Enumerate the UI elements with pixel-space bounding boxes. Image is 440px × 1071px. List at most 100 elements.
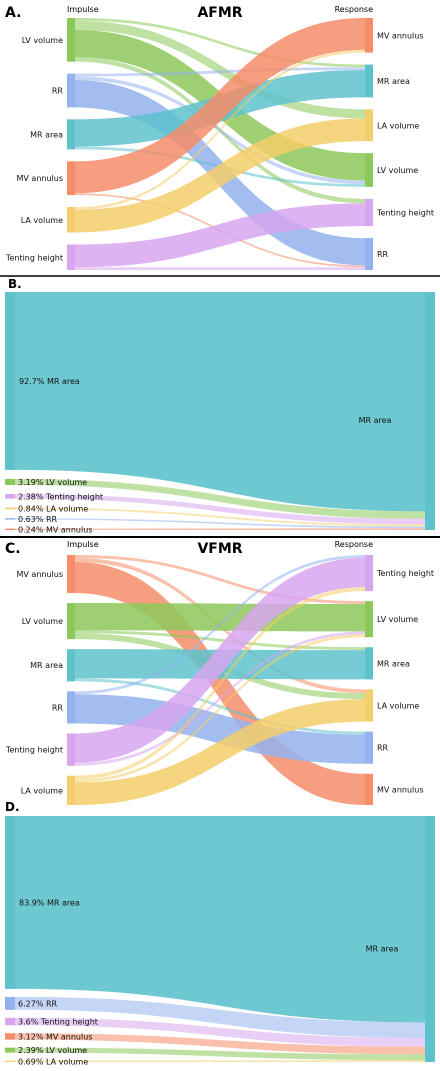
- bar-target-label: MR area: [366, 944, 399, 953]
- bar-link-mv-annulus: [15, 528, 425, 530]
- impulse-node-mr-area: [67, 649, 75, 682]
- impulse-label-la-volume: LA volume: [21, 216, 63, 225]
- panel-a-letter: A.: [5, 5, 21, 21]
- impulse-node-tenting-height: [67, 244, 75, 270]
- response-node-mv-annulus: [365, 18, 373, 53]
- link-lv-volume-to-mr-area: [75, 630, 365, 651]
- impulse-node-mr-area: [67, 119, 75, 150]
- bar-node-rr: [5, 996, 15, 1010]
- panel-d-letter: D.: [5, 800, 20, 814]
- link-rr-to-rr: [75, 694, 365, 764]
- impulse-node-la-volume: [67, 775, 75, 805]
- bar-node-tenting-height: [5, 1017, 15, 1026]
- bar-link-mr-area: [15, 816, 425, 1023]
- link-la-volume-to-lv-volume: [75, 634, 365, 783]
- bar-target-label: MR area: [359, 416, 392, 425]
- bar-label-mr-area: 92.7% MR area: [19, 377, 80, 386]
- bar-link-tenting-height: [15, 494, 425, 525]
- bar-links: [15, 816, 425, 1062]
- response-node-rr: [365, 238, 373, 270]
- bar-label-la-volume: 0.84% LA volume: [18, 504, 88, 513]
- bar-link-mr-area: [15, 292, 425, 512]
- bar-node-mv-annulus: [5, 528, 15, 530]
- panel-c-sankey: C. VFMR Impulse Response MV annulus LV vo…: [5, 540, 434, 805]
- bar-label-mv-annulus: 3.12% MV annulus: [18, 1032, 92, 1041]
- impulse-node-rr: [67, 73, 75, 108]
- bar-link-tenting-height: [15, 1017, 425, 1047]
- response-label-lv-volume: LV volume: [377, 166, 418, 175]
- impulse-label-tenting-height: Tenting height: [5, 746, 63, 755]
- bar-label-mr-area: 83.9% MR area: [19, 898, 80, 907]
- impulse-label-lv-volume: LV volume: [22, 36, 63, 45]
- impulse-label-rr: RR: [52, 87, 64, 96]
- bar-link-la-volume: [15, 507, 425, 527]
- panel-b-bars: B. 92.7% MR area 3.19% LV volume 2.38% Ten…: [5, 277, 435, 534]
- panel-a-title: AFMR: [197, 5, 242, 21]
- link-la-volume-to-mv-annulus: [75, 49, 365, 210]
- panel-a-impulse-header: Impulse: [67, 5, 99, 14]
- impulse-node-mv-annulus: [67, 555, 75, 594]
- response-node-la-volume: [365, 689, 373, 722]
- link-mv-annulus-to-mv-annulus: [75, 18, 365, 194]
- response-node-rr: [365, 731, 373, 764]
- panel-c-title: VFMR: [197, 541, 242, 557]
- link-la-volume-to-la-volume: [75, 699, 365, 805]
- bar-node-mr-area: [5, 292, 15, 470]
- response-node-lv-volume: [365, 601, 373, 638]
- response-node-mr-area: [365, 64, 373, 98]
- bar-node-lv-volume: [5, 478, 15, 486]
- bar-label-rr: 0.63% RR: [18, 515, 58, 524]
- response-label-tenting-height: Tenting height: [376, 209, 434, 218]
- impulse-label-tenting-height: Tenting height: [5, 253, 63, 262]
- response-label-mv-annulus: MV annulus: [377, 785, 424, 794]
- impulse-label-mv-annulus: MV annulus: [17, 570, 64, 579]
- response-label-mr-area: MR area: [377, 659, 410, 668]
- impulse-node-tenting-height: [67, 733, 75, 766]
- bar-link-lv-volume: [15, 1047, 425, 1061]
- impulse-node-lv-volume: [67, 603, 75, 640]
- bar-link-la-volume: [15, 1060, 425, 1062]
- bar-label-lv-volume: 2.39% LV volume: [18, 1046, 87, 1055]
- bar-node-la-volume: [5, 507, 15, 510]
- bar-label-lv-volume: 3.19% LV volume: [18, 478, 87, 487]
- panel-c-letter: C.: [5, 541, 21, 557]
- bar-label-tenting-height: 3.6% Tenting height: [18, 1018, 98, 1027]
- impulse-label-mr-area: MR area: [30, 661, 63, 670]
- bar-node-rr: [5, 518, 15, 520]
- response-label-mr-area: MR area: [377, 77, 410, 86]
- link-tenting-height-to-tenting-height: [75, 203, 365, 268]
- response-node-tenting-height: [365, 555, 373, 592]
- impulse-label-rr: RR: [52, 703, 64, 712]
- panel-d-bars: D. 83.9% MR area 6.27% RR 3.6% Tenting hei…: [5, 800, 435, 1066]
- sankey-links: [75, 18, 365, 270]
- bar-node-tenting-height: [5, 494, 15, 499]
- response-label-tenting-height: Tenting height: [376, 569, 434, 578]
- bar-link-mv-annulus: [15, 1033, 425, 1055]
- response-label-la-volume: LA volume: [377, 121, 419, 130]
- link-la-volume-to-la-volume: [75, 118, 365, 233]
- link-lv-volume-to-mr-area: [75, 18, 365, 68]
- bar-link-rr: [15, 518, 425, 529]
- response-label-la-volume: LA volume: [377, 701, 419, 710]
- response-node-mv-annulus: [365, 773, 373, 805]
- link-tenting-height-to-lv-volume: [75, 631, 365, 766]
- impulse-label-la-volume: LA volume: [21, 786, 63, 795]
- bar-node-mv-annulus: [5, 1033, 15, 1040]
- response-label-mv-annulus: MV annulus: [377, 31, 424, 40]
- impulse-node-la-volume: [67, 207, 75, 233]
- bar-label-tenting-height: 2.38% Tenting height: [18, 492, 103, 501]
- panel-a-sankey: A. AFMR Impulse Response LV volume RR MR a…: [5, 5, 434, 270]
- impulse-label-mr-area: MR area: [30, 130, 63, 139]
- link-lv-volume-to-la-volume: [75, 20, 365, 119]
- sankey-links: [75, 555, 365, 805]
- link-tenting-height-to-rr: [75, 267, 365, 270]
- impulse-node-lv-volume: [67, 18, 75, 62]
- panel-c-response-header: Response: [335, 540, 374, 549]
- bar-links: [15, 292, 425, 530]
- bar-node-la-volume: [5, 1060, 15, 1062]
- link-lv-volume-to-lv-volume: [75, 603, 365, 632]
- response-label-rr: RR: [377, 744, 389, 753]
- link-la-volume-to-tenting-height: [75, 587, 365, 780]
- link-mr-area-to-rr: [75, 678, 365, 735]
